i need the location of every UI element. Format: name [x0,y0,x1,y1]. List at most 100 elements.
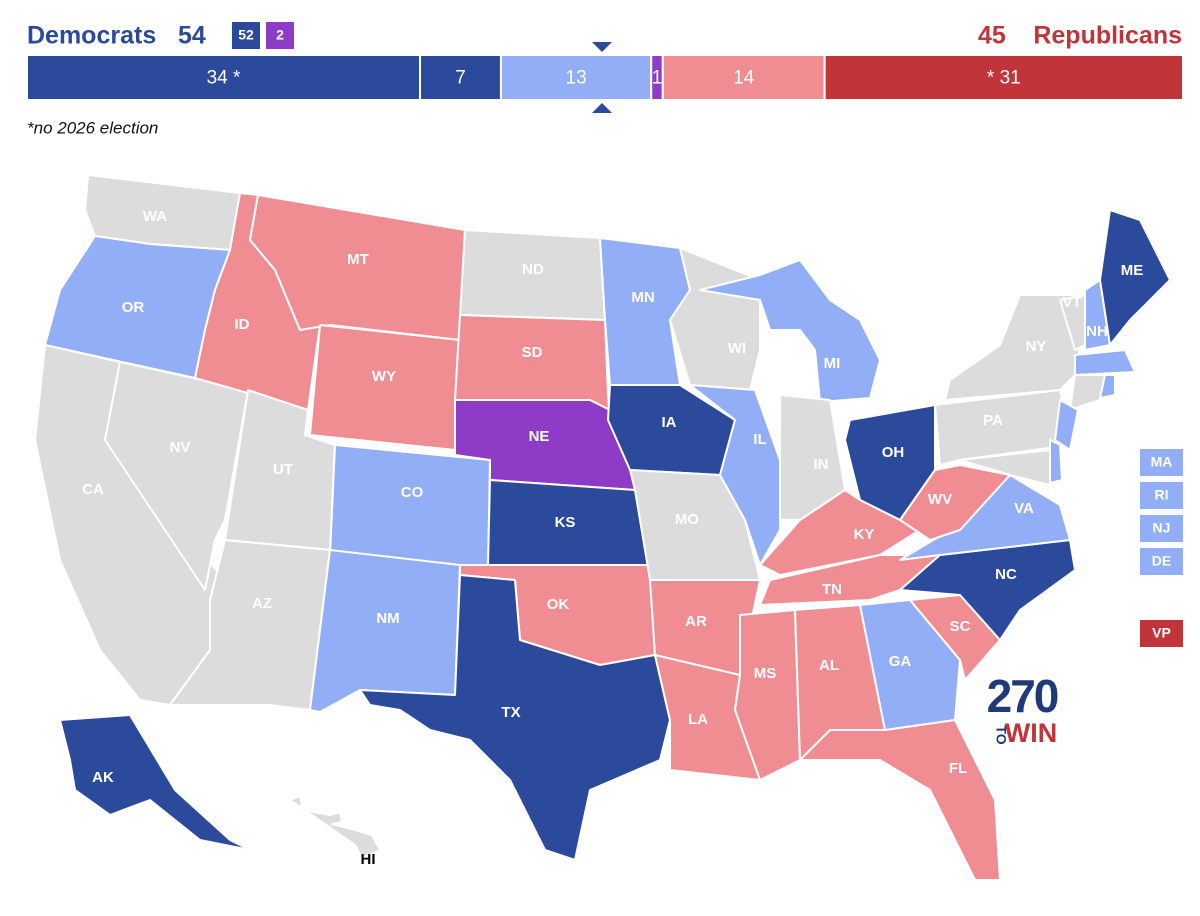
state-label: TN [822,581,842,598]
state-label: HI [361,851,376,868]
state-label: NV [170,439,191,456]
state-label: SD [522,344,543,361]
seat-bar: 34 * 7 13 1 14 * 31 [26,54,1184,101]
logo-number: 270 [987,670,1058,722]
logo-to: TO [993,725,1009,744]
side-box-label: RI [1155,487,1169,503]
state-label: AL [819,657,839,674]
state-label: AK [92,769,114,786]
state-label: NM [376,610,399,627]
badge-label: 52 [238,27,254,43]
bar-segment [419,54,502,101]
badge [266,22,294,49]
state-label: VA [1014,500,1034,517]
state-label: SC [950,618,971,635]
side-box[interactable] [1140,620,1183,647]
state-label: ND [522,261,544,278]
state[interactable] [1049,439,1063,484]
map: WA OR CA NV ID MT WY UT AZ CO NM ND SD NE KS OK TX MN IA MO… [34,174,1171,881]
state-label: OR [122,299,145,316]
state[interactable] [359,574,671,861]
state-label: IN [814,456,829,473]
state-label: NY [1026,338,1047,355]
state-label: CO [401,484,424,501]
dem-total: 54 [178,22,206,50]
bar-segment [26,54,422,101]
state[interactable] [1054,399,1079,451]
state-label: VT [1062,294,1081,311]
rep-total: 45 [978,22,1006,50]
state-label: ME [1121,262,1144,279]
bar-segment-label: 34 * [207,68,241,89]
state-label: MO [675,511,699,528]
bar-segment [823,54,1184,101]
state[interactable] [959,449,1051,486]
bar-segment-label: * 31 [987,68,1021,89]
state[interactable] [329,444,491,571]
state[interactable] [1074,349,1136,376]
state-label: WA [143,208,167,225]
state[interactable] [1099,374,1116,399]
state-label: NC [995,566,1017,583]
state-label: LA [688,711,708,728]
side-box-label: NJ [1153,520,1171,536]
badge [232,22,260,49]
state-label: PA [983,412,1003,429]
state[interactable] [309,324,461,451]
state-label: FL [949,760,967,777]
badge-label: 2 [276,27,284,43]
midline-marker [592,42,612,52]
bar-segment-label: 1 [652,68,663,89]
logo: 270 TO WIN [987,670,1060,748]
state[interactable] [289,795,381,859]
rep-label: Republicans [1033,22,1182,50]
side-box[interactable] [1140,548,1183,575]
side-box-label: DE [1152,553,1171,569]
state-label: WV [928,491,952,508]
state[interactable] [1069,374,1106,411]
state-label: GA [889,653,912,670]
state-label: UT [273,461,293,478]
state-label: IL [753,431,766,448]
state[interactable] [909,594,1001,681]
state-label: OK [547,596,570,613]
state-label: NH [1086,323,1108,340]
state-label: MN [631,289,654,306]
side-box-label: VP [1152,625,1171,641]
state-label: MS [754,665,777,682]
side-box[interactable] [1140,482,1183,509]
state-label: WI [728,340,746,357]
midline-marker [592,103,612,113]
dem-label: Democrats [27,22,156,50]
state-label: NE [529,428,550,445]
side-box[interactable] [1140,449,1183,476]
state-label: KY [854,526,875,543]
state-label: WY [372,368,396,385]
bar-segment-label: 7 [455,68,466,89]
side-box-label: MA [1151,454,1173,470]
state-label: OH [882,444,905,461]
state-label: AZ [252,595,272,612]
side-boxes: MA RI NJ DE VP [1140,449,1183,647]
state-label: ID [235,316,250,333]
side-box[interactable] [1140,515,1183,542]
bar-segment-label: 13 [566,68,587,89]
state[interactable] [309,549,461,713]
state-label: MT [347,251,369,268]
state-label: CA [82,481,104,498]
state-label: IA [662,414,677,431]
bar-segment-label: 14 [733,68,755,89]
state[interactable] [1099,209,1171,346]
bar-segment [499,54,653,101]
state-label: TX [501,704,520,721]
state-label: MI [824,355,841,372]
logo-win: WIN [1005,718,1057,748]
state[interactable] [59,714,251,851]
state-label: KS [555,514,576,531]
state[interactable] [944,294,1081,401]
state[interactable] [799,719,1001,881]
footnote: *no 2026 election [27,118,158,137]
state-label: AR [685,613,707,630]
state[interactable] [699,259,881,403]
